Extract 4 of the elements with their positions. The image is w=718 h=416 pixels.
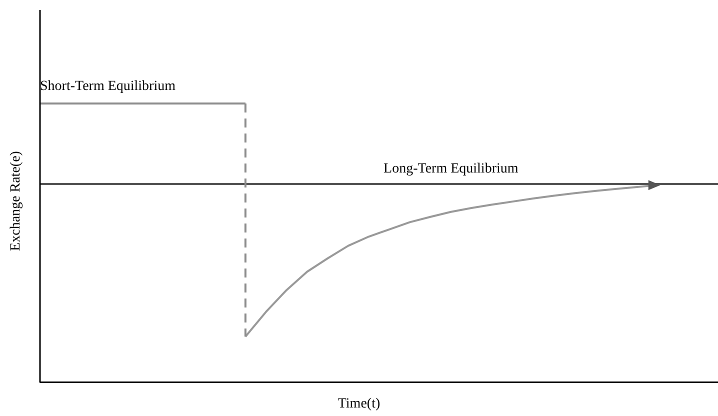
x-axis-title: Time(t) xyxy=(338,396,380,412)
series-label: Short-Term Equilibrium xyxy=(40,79,176,94)
y-axis-title: Exchange Rate(e) xyxy=(8,150,24,251)
series-label: Long-Term Equilibrium xyxy=(384,162,518,177)
